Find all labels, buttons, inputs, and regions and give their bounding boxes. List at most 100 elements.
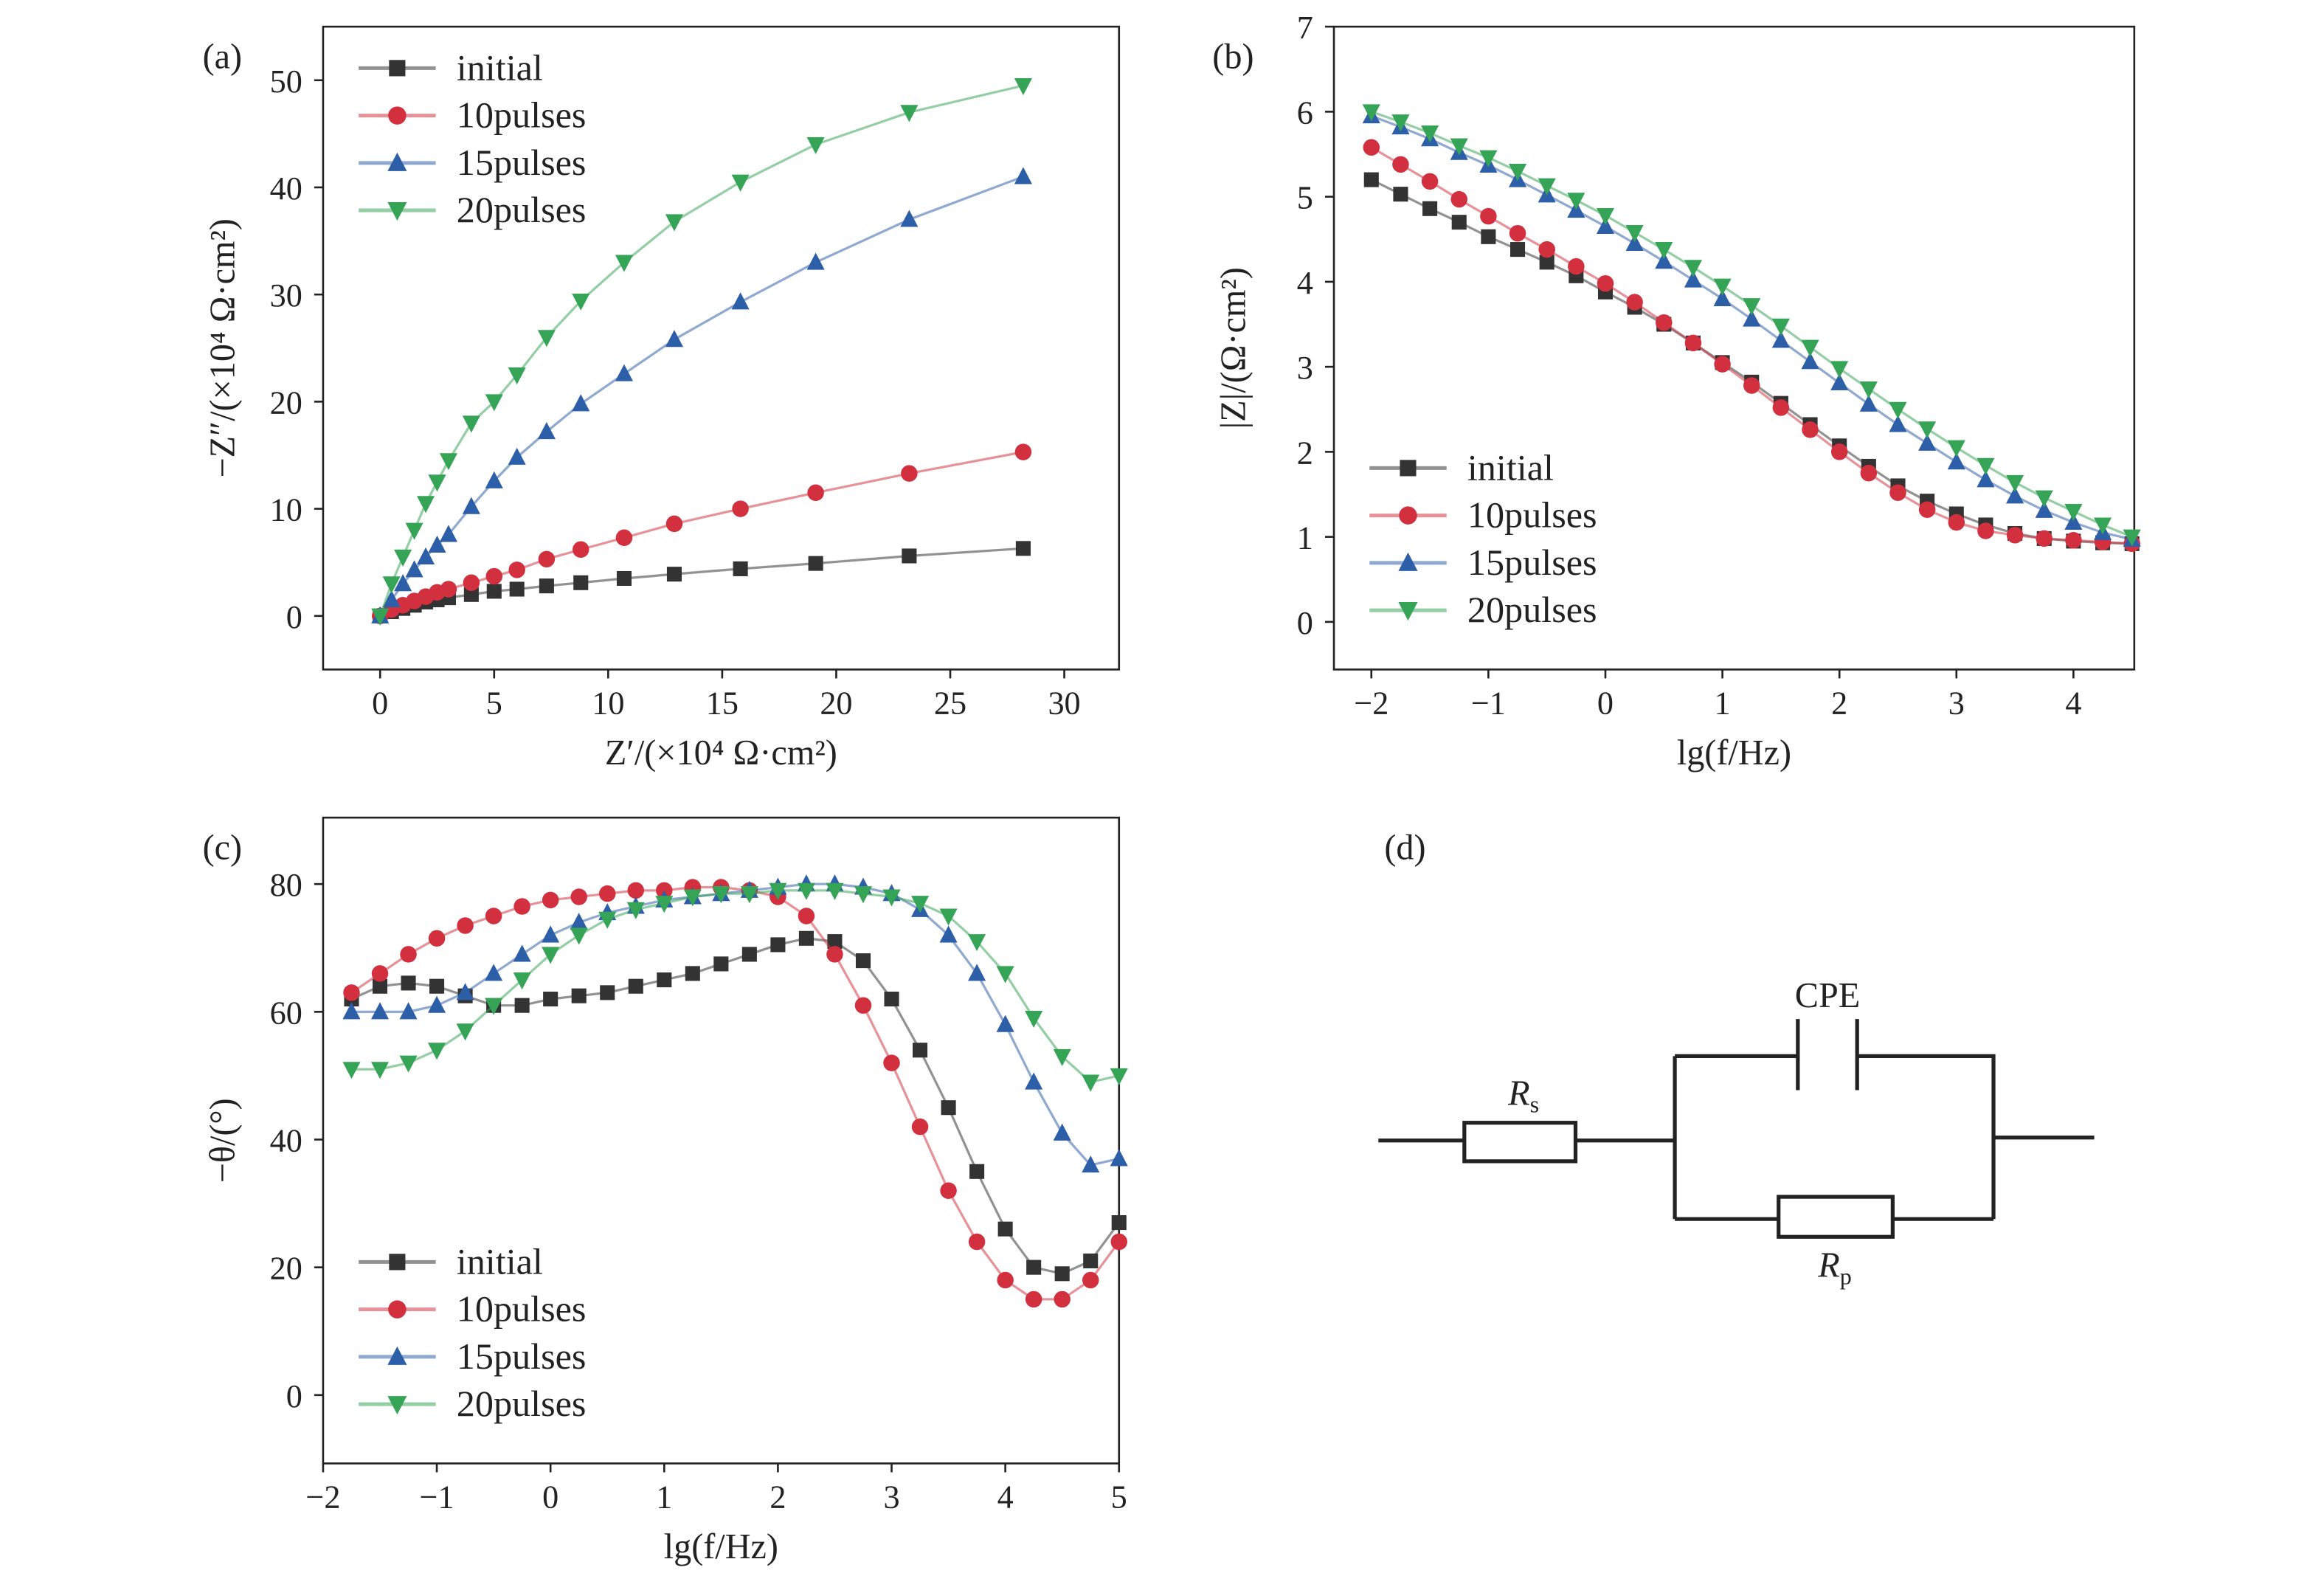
marker — [655, 896, 674, 913]
marker — [615, 255, 634, 272]
marker — [1830, 373, 1849, 391]
subscript: s — [1530, 1091, 1540, 1118]
marker — [1977, 522, 1994, 539]
x-tick-label: 0 — [1597, 685, 1614, 722]
y-tick-label: 0 — [286, 599, 302, 635]
marker — [570, 927, 588, 945]
marker — [665, 515, 683, 533]
marker — [2064, 512, 2083, 530]
marker — [428, 995, 446, 1013]
marker — [1626, 294, 1643, 311]
marker — [968, 964, 986, 981]
marker — [1684, 270, 1702, 288]
marker — [1083, 1253, 1099, 1269]
marker — [598, 885, 616, 902]
marker — [731, 174, 750, 192]
marker — [1025, 1290, 1042, 1308]
legend-label: 10pulses — [457, 1288, 587, 1330]
marker — [513, 944, 531, 962]
marker — [401, 975, 416, 991]
marker — [387, 152, 407, 171]
marker — [1771, 318, 1790, 336]
marker — [387, 1396, 407, 1415]
legend-label: initial — [457, 46, 543, 88]
marker — [1393, 187, 1408, 202]
legend-label: 15pulses — [1467, 542, 1597, 583]
marker — [1655, 252, 1673, 269]
marker — [732, 500, 749, 517]
x-tick-label: −1 — [1471, 685, 1506, 722]
marker — [1422, 201, 1438, 216]
x-axis-label: Z′/(×10⁴ Ω·cm²) — [605, 733, 837, 773]
marker — [666, 567, 682, 582]
x-tick-label: 1 — [1715, 685, 1731, 722]
marker — [400, 946, 417, 963]
y-tick-label: 40 — [270, 1123, 302, 1159]
x-tick-label: −2 — [305, 1479, 340, 1515]
marker — [405, 522, 423, 540]
y-tick-label: 2 — [1297, 435, 1313, 471]
marker — [996, 966, 1014, 984]
marker — [439, 525, 458, 542]
marker — [463, 574, 480, 592]
y-tick-label: 1 — [1297, 520, 1313, 556]
series-line — [351, 889, 1120, 1084]
marker — [1014, 443, 1032, 460]
marker — [543, 991, 558, 1007]
x-tick-label: 5 — [1111, 1479, 1127, 1515]
marker — [2065, 531, 2082, 549]
marker — [683, 889, 702, 907]
y-tick-label: 40 — [270, 170, 302, 207]
marker — [1025, 1072, 1043, 1090]
marker — [1802, 421, 1819, 438]
marker — [542, 947, 560, 964]
rs-label: Rs — [1507, 1074, 1539, 1118]
marker — [570, 913, 588, 930]
marker — [1889, 484, 1906, 501]
marker — [485, 567, 503, 585]
x-axis-label: lg(f/Hz) — [664, 1527, 778, 1566]
marker — [439, 453, 458, 471]
capacitor — [1796, 1019, 1859, 1091]
marker — [1363, 139, 1380, 156]
marker — [797, 882, 815, 900]
marker — [428, 535, 446, 553]
marker — [854, 997, 872, 1014]
marker — [2035, 500, 2053, 518]
marker — [900, 105, 919, 122]
marker — [2006, 486, 2024, 504]
marker — [2123, 529, 2141, 547]
marker — [1054, 1266, 1070, 1282]
marker — [968, 934, 986, 952]
resistor — [1462, 1121, 1578, 1164]
series-line — [350, 885, 1121, 1301]
marker — [372, 978, 388, 994]
marker — [513, 972, 531, 990]
marker — [884, 991, 899, 1007]
marker — [1714, 356, 1731, 373]
circuit: (d) CPE Rs Rp — [1378, 828, 2095, 1290]
marker — [538, 550, 556, 568]
marker — [912, 1043, 928, 1058]
marker — [626, 902, 645, 919]
marker — [1713, 288, 1732, 306]
y-tick-label: 60 — [270, 995, 302, 1031]
marker — [882, 889, 901, 907]
marker — [826, 882, 844, 900]
marker — [399, 1055, 418, 1073]
y-tick-label: 5 — [1297, 180, 1313, 216]
y-tick-label: 80 — [270, 867, 302, 903]
marker — [969, 1164, 985, 1179]
marker — [598, 911, 617, 929]
marker — [1918, 501, 1936, 518]
marker — [1684, 334, 1702, 352]
marker — [457, 917, 474, 934]
marker — [371, 608, 390, 626]
marker — [1597, 274, 1614, 292]
marker — [997, 1271, 1014, 1289]
wire — [1378, 1054, 2095, 1221]
marker — [1743, 298, 1761, 316]
marker — [1918, 433, 1937, 451]
panel-label: (a) — [203, 37, 243, 76]
y-tick-label: 4 — [1297, 265, 1313, 301]
